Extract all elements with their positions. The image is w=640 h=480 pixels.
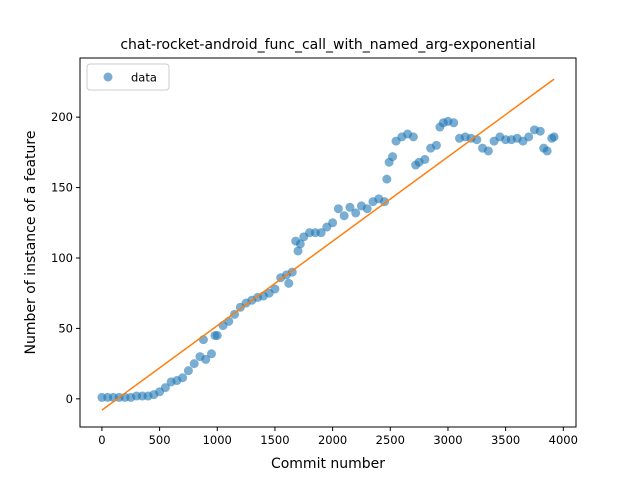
- data-layer: [97, 116, 559, 402]
- data-point: [382, 174, 392, 184]
- y-axis-label: Number of instance of a feature: [23, 131, 39, 355]
- x-tick-label: 1000: [203, 433, 232, 447]
- x-tick-label: 0: [98, 433, 105, 447]
- y-tick-label: 200: [51, 110, 73, 124]
- x-axis: 0 500 1000 1500 2000 2500 3000 3500 4000: [98, 427, 578, 447]
- data-point: [549, 132, 559, 142]
- x-tick-label: 3000: [433, 433, 462, 447]
- y-axis: 0 50 100 150 200: [51, 110, 80, 406]
- data-point: [206, 349, 216, 359]
- x-tick-label: 4000: [549, 433, 578, 447]
- data-point: [535, 126, 545, 136]
- legend: data: [86, 63, 170, 91]
- data-point: [224, 316, 234, 326]
- data-point: [483, 146, 493, 156]
- y-tick-label: 0: [66, 392, 73, 406]
- x-axis-label: Commit number: [271, 456, 385, 472]
- data-point: [270, 284, 280, 294]
- fit-line: [101, 78, 555, 411]
- y-tick-label: 50: [58, 321, 73, 335]
- data-point: [201, 354, 211, 364]
- legend-box: [86, 63, 170, 91]
- data-point: [351, 208, 361, 218]
- data-point: [295, 239, 305, 249]
- chart-title: chat-rocket-android_func_call_with_named…: [120, 37, 535, 53]
- x-tick-label: 500: [149, 433, 171, 447]
- data-point: [388, 152, 398, 162]
- data-point: [212, 330, 222, 340]
- y-tick-label: 100: [51, 251, 73, 265]
- x-tick-label: 2000: [318, 433, 347, 447]
- data-point: [408, 132, 418, 142]
- data-point: [542, 146, 552, 156]
- x-tick-label: 2500: [376, 433, 405, 447]
- x-tick-label: 3500: [491, 433, 520, 447]
- data-point: [328, 218, 338, 228]
- data-point: [380, 197, 390, 207]
- data-point: [362, 204, 372, 214]
- data-point: [524, 132, 534, 142]
- plot-frame: [79, 57, 577, 428]
- data-point: [449, 118, 459, 128]
- data-point: [189, 359, 199, 369]
- x-tick-label: 1500: [260, 433, 289, 447]
- data-point: [316, 228, 326, 238]
- data-point: [431, 140, 441, 150]
- data-point: [420, 154, 430, 164]
- fit-layer: [101, 78, 555, 411]
- y-tick-label: 150: [51, 181, 73, 195]
- data-point: [293, 246, 303, 256]
- data-point: [345, 202, 355, 212]
- legend-marker-data: [103, 72, 113, 82]
- data-point: [178, 373, 188, 383]
- data-point: [183, 366, 193, 376]
- data-point: [339, 211, 349, 221]
- legend-label-data: data: [131, 71, 157, 85]
- data-point: [160, 383, 170, 393]
- data-point: [284, 278, 294, 288]
- data-point: [333, 204, 343, 214]
